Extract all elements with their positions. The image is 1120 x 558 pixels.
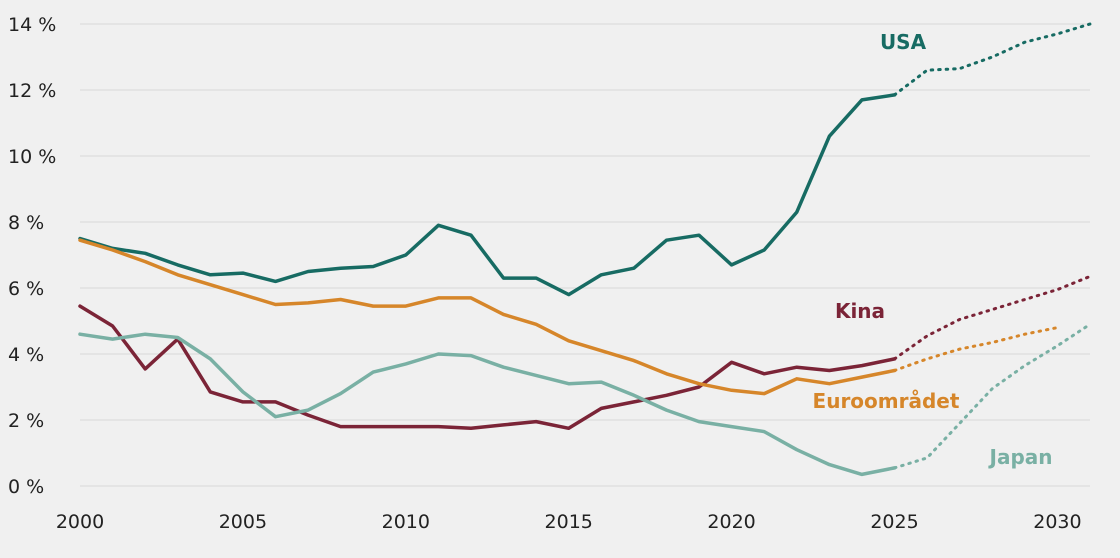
y-tick-label: 14 % [8, 14, 56, 36]
y-tick-label: 0 % [8, 476, 44, 498]
forecast-line-euroomr-det [893, 326, 1059, 372]
y-tick-label: 8 % [8, 212, 44, 234]
series-labels: USA Kina Euroområdet Japan [813, 30, 1053, 469]
forecast-line-japan [893, 322, 1092, 470]
series-line-kina [78, 304, 897, 431]
y-tick-label: 4 % [8, 344, 44, 366]
series-label-usa: USA [880, 30, 927, 54]
series-line-japan [78, 332, 897, 477]
series-line-euroomr-det [78, 238, 897, 396]
x-axis-ticks: 2000 2005 2010 2015 2020 2025 2030 [56, 511, 1082, 533]
gridlines [80, 23, 1090, 487]
x-tick-label: 2000 [56, 511, 104, 533]
x-tick-label: 2025 [870, 511, 918, 533]
series-label-kina: Kina [835, 299, 885, 323]
series-label-euroomr-det: Euroområdet [813, 389, 960, 413]
x-tick-label: 2020 [707, 511, 755, 533]
y-tick-label: 6 % [8, 278, 44, 300]
forecast-line-kina [893, 274, 1092, 361]
x-tick-label: 2015 [545, 511, 593, 533]
y-tick-label: 10 % [8, 146, 56, 168]
series-label-japan: Japan [988, 445, 1053, 469]
y-axis-ticks: 0 % 2 % 4 % 6 % 8 % 10 % 12 % 14 % [8, 14, 56, 498]
x-tick-label: 2010 [382, 511, 430, 533]
x-tick-label: 2005 [219, 511, 267, 533]
x-tick-label: 2030 [1033, 511, 1081, 533]
y-tick-label: 12 % [8, 80, 56, 102]
series-line-usa [78, 93, 897, 297]
series-lines [78, 22, 1092, 477]
y-tick-label: 2 % [8, 410, 44, 432]
